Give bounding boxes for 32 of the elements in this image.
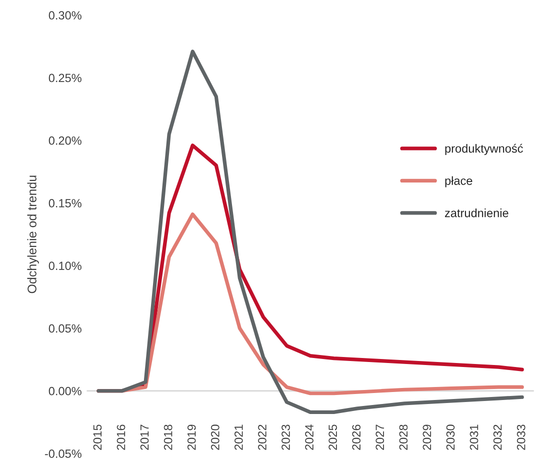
x-tick-label: 2023 bbox=[282, 424, 290, 450]
x-tick-label: 2030 bbox=[446, 424, 455, 450]
x-tick-label: 2027 bbox=[376, 424, 384, 450]
x-tick-label: 2016 bbox=[116, 424, 126, 450]
legend-label: produktywność bbox=[445, 144, 523, 156]
y-tick-label: 0.00% bbox=[48, 386, 82, 396]
y-tick-label: -0.05% bbox=[44, 450, 82, 458]
x-tick-label: 2026 bbox=[352, 424, 361, 450]
y-tick-label: 0.25% bbox=[48, 74, 82, 82]
y-axis-title: Odchylenie od trendu bbox=[27, 176, 39, 294]
x-tick-label: 2024 bbox=[305, 424, 314, 450]
x-tick-label: 2028 bbox=[399, 424, 408, 450]
x-tick-label: 2022 bbox=[258, 424, 266, 450]
x-tick-label: 2025 bbox=[328, 424, 337, 450]
x-tick-label: 2018 bbox=[164, 424, 172, 450]
y-tick-label: 0.20% bbox=[48, 136, 82, 145]
y-tick-label: 0.10% bbox=[48, 262, 82, 270]
x-tick-label: 2017 bbox=[140, 424, 149, 450]
legend-label: płace bbox=[445, 176, 472, 188]
y-tick-label: 0.05% bbox=[48, 324, 82, 333]
x-tick-label: 2033 bbox=[516, 424, 526, 450]
x-tick-label: 2019 bbox=[187, 424, 196, 450]
legend-label: zatrudnienie bbox=[444, 208, 508, 218]
x-tick-label: 2015 bbox=[93, 424, 102, 450]
x-tick-label: 2032 bbox=[493, 424, 502, 450]
x-tick-label: 2020 bbox=[210, 424, 220, 450]
x-tick-label: 2021 bbox=[234, 424, 243, 450]
y-tick-label: 0.15% bbox=[48, 199, 82, 208]
x-tick-label: 2029 bbox=[422, 424, 432, 450]
y-tick-label: 0.30% bbox=[48, 11, 82, 20]
line-series bbox=[96, 50, 524, 414]
x-tick-label: 2031 bbox=[470, 424, 478, 450]
